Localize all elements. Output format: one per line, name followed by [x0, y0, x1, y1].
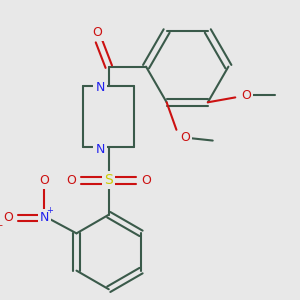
- Text: O: O: [141, 174, 151, 187]
- Text: -: -: [0, 220, 2, 230]
- Text: O: O: [39, 174, 49, 187]
- Text: S: S: [104, 173, 113, 188]
- Text: O: O: [180, 131, 190, 144]
- Text: N: N: [95, 142, 105, 155]
- Text: N: N: [39, 211, 49, 224]
- Text: O: O: [67, 174, 76, 187]
- Text: N: N: [95, 81, 105, 94]
- Text: O: O: [92, 26, 102, 39]
- Text: O: O: [241, 89, 251, 102]
- Text: O: O: [3, 211, 13, 224]
- Text: +: +: [46, 206, 53, 215]
